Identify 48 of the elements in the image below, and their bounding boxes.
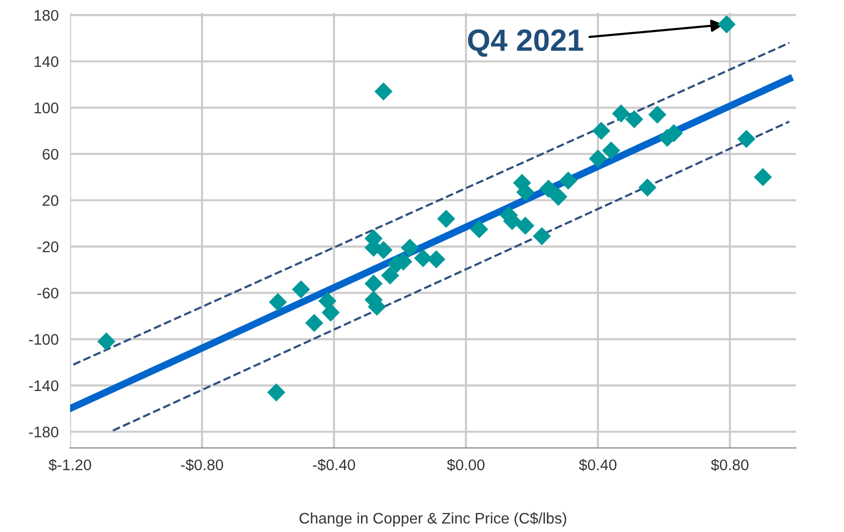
- y-tick-label: -180: [29, 426, 58, 438]
- point: [718, 15, 736, 34]
- point: [754, 168, 772, 186]
- point: [532, 227, 551, 246]
- point: [516, 216, 534, 235]
- point: [437, 210, 456, 228]
- x-tick-label: $0.00: [447, 458, 484, 472]
- point: [625, 110, 644, 128]
- x-tick-label: $0.40: [578, 458, 616, 472]
- point: [588, 150, 607, 168]
- point: [612, 104, 630, 123]
- point: [549, 188, 568, 206]
- y-tick-label: 140: [34, 56, 58, 68]
- x-tick-label: $-1.20: [48, 458, 92, 472]
- point: [592, 122, 610, 140]
- point: [470, 220, 488, 238]
- y-tick-label: -60: [38, 288, 58, 299]
- y-tick-label: -140: [29, 380, 58, 392]
- point: [97, 332, 116, 351]
- point: [602, 141, 620, 160]
- x-tick-label: -$0.80: [181, 458, 224, 472]
- point: [381, 266, 400, 285]
- point: [318, 292, 336, 310]
- annotation: Q4 2021: [468, 29, 584, 57]
- point: [374, 82, 393, 101]
- point: [268, 293, 287, 312]
- point: [400, 238, 419, 257]
- y-tick-label: -100: [29, 334, 58, 345]
- point: [305, 314, 324, 332]
- x-tick-label: -$0.40: [313, 458, 356, 472]
- point: [427, 250, 446, 268]
- y-tick-label: 60: [42, 148, 58, 160]
- point: [322, 303, 340, 322]
- y-tick-label: 180: [34, 10, 58, 21]
- x-tick-label: $0.80: [710, 458, 748, 472]
- y-tick-label: 100: [34, 102, 58, 114]
- x-axis-title: Change in Copper & Zinc Price (C$/lbs): [300, 512, 566, 527]
- point: [737, 130, 756, 148]
- point: [648, 106, 666, 124]
- point: [292, 280, 310, 298]
- y-tick-label: 20: [42, 195, 58, 206]
- point: [559, 172, 578, 190]
- y-tick-label: -20: [38, 241, 58, 252]
- point: [638, 178, 656, 197]
- point: [364, 274, 383, 293]
- point: [267, 383, 286, 402]
- point: [414, 249, 432, 268]
- point: [539, 180, 558, 198]
